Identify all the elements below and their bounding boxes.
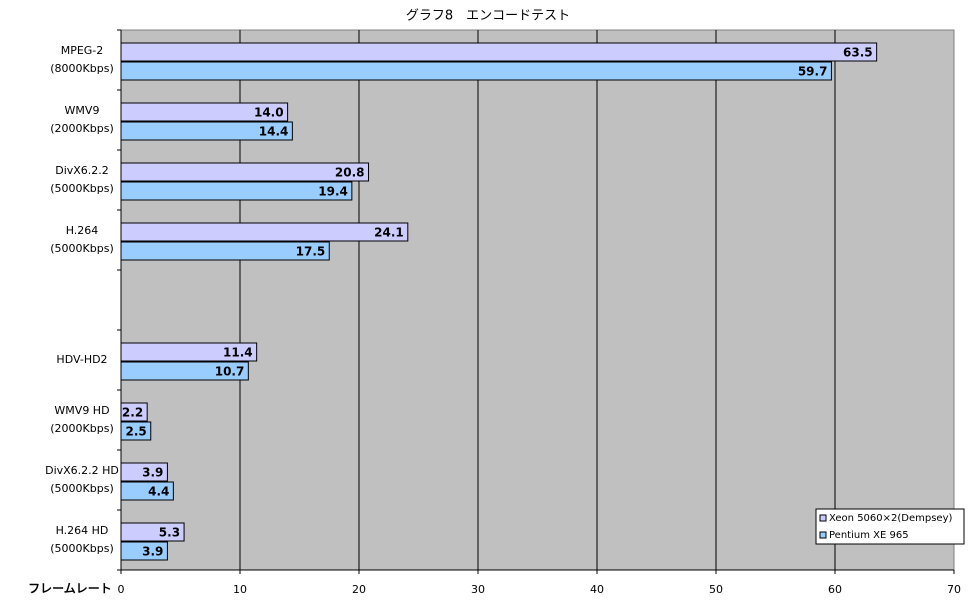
bar [120,421,152,441]
bar [120,522,185,542]
bar [120,361,249,381]
value-label: 24.1 [374,226,404,240]
bar [120,241,330,261]
x-axis-label: フレームレート [28,582,112,596]
y-tick-label: (2000Kbps) [50,122,114,135]
bar [120,162,370,182]
legend-label: Pentium XE 965 [829,530,909,541]
bar [120,181,353,201]
bar [120,541,168,561]
x-tick-label: 30 [471,583,485,596]
x-tick-label: 70 [947,583,961,596]
x-tick-label: 0 [118,583,125,596]
value-label: 3.9 [142,545,163,559]
value-label: 14.4 [259,125,289,139]
value-label: 17.5 [296,245,326,259]
value-label: 2.5 [125,425,146,439]
x-tick-label: 40 [590,583,604,596]
y-tick-label: DivX6.2.2 [55,164,109,177]
value-label: 4.4 [148,485,169,499]
y-tick-label: (5000Kbps) [50,542,114,555]
value-label: 5.3 [159,526,180,540]
bar [120,462,168,482]
value-label: 20.8 [335,166,365,180]
value-label: 10.7 [215,365,245,379]
y-tick-label: (5000Kbps) [50,182,114,195]
y-tick-label: (5000Kbps) [50,482,114,495]
bar [120,481,174,501]
bar [120,61,832,81]
bar [120,42,878,62]
legend-label: Xeon 5060×2(Dempsey) [829,513,953,524]
y-tick-label: MPEG-2 [61,44,104,57]
value-label: 2.2 [122,406,143,420]
x-tick-label: 20 [352,583,366,596]
bar [120,342,258,362]
y-tick-label: (5000Kbps) [50,242,114,255]
value-label: 59.7 [798,65,828,79]
y-tick-label: H.264 [66,224,99,237]
y-tick-label: H.264 HD [56,524,109,537]
y-tick-label: WMV9 HD [54,404,109,417]
y-tick-label: (2000Kbps) [50,422,114,435]
legend-key [819,514,827,522]
value-label: 19.4 [318,185,348,199]
bar [120,102,289,122]
x-tick-label: 60 [828,583,842,596]
legend-box [815,508,965,545]
y-tick-label: DivX6.2.2 HD [45,464,119,477]
chart-title: グラフ8 エンコードテスト [406,9,570,24]
value-label: 3.9 [142,466,163,480]
x-tick-label: 50 [709,583,723,596]
legend-key [819,531,827,539]
y-tick-label: (8000Kbps) [50,62,114,75]
x-tick-label: 10 [233,583,247,596]
bar [120,121,293,141]
y-tick-label: WMV9 [65,104,100,117]
y-tick-label: HDV-HD2 [56,353,107,366]
value-label: 63.5 [843,46,873,60]
bar [120,222,409,242]
value-label: 11.4 [223,346,253,360]
bar [120,402,148,422]
value-label: 14.0 [254,106,284,120]
